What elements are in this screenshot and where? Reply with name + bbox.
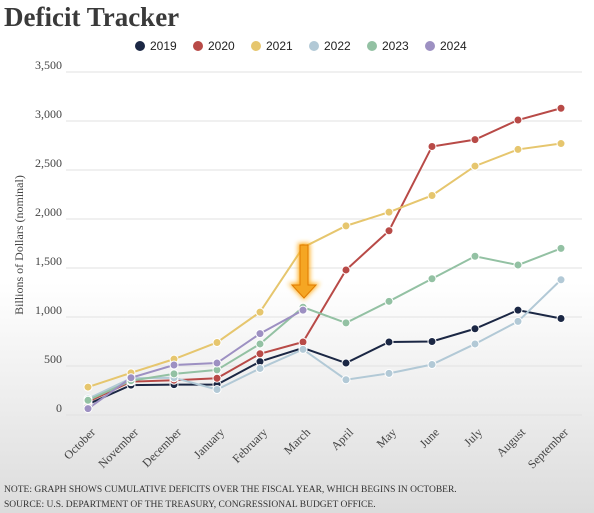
- data-point: [427, 141, 437, 151]
- series-line: [87, 107, 562, 403]
- data-point: [169, 360, 179, 370]
- data-point: [384, 207, 394, 217]
- legend-label: 2021: [266, 39, 293, 53]
- series-line: [87, 247, 562, 402]
- series-line: [87, 309, 304, 410]
- data-point: [556, 313, 566, 323]
- data-point: [427, 360, 437, 370]
- y-tick-label: 2,500: [35, 156, 62, 170]
- data-point: [255, 307, 265, 317]
- data-point: [556, 103, 566, 113]
- legend-label: 2022: [324, 39, 351, 53]
- legend-label: 2023: [382, 39, 409, 53]
- data-point: [427, 337, 437, 346]
- source: SOURCE: U.S. DEPARTMENT OF THE TREASURY,…: [4, 500, 376, 510]
- data-point: [470, 339, 480, 349]
- legend-marker: [193, 41, 203, 51]
- data-point: [298, 337, 308, 347]
- data-point: [298, 305, 308, 315]
- y-tick-label: 2,000: [35, 205, 62, 219]
- data-point: [556, 139, 566, 149]
- data-point: [341, 375, 351, 385]
- data-point: [83, 404, 93, 414]
- data-point: [384, 296, 394, 306]
- data-point: [83, 382, 93, 392]
- series-line: [87, 279, 562, 400]
- series-line: [87, 142, 562, 389]
- data-point: [470, 324, 480, 334]
- y-tick-label: 1,000: [35, 303, 62, 317]
- data-point: [255, 329, 265, 339]
- legend-marker: [425, 41, 435, 51]
- data-point: [513, 305, 523, 315]
- arrow: [290, 244, 318, 299]
- data-point: [341, 221, 351, 231]
- legend-marker: [367, 41, 377, 51]
- data-point: [341, 318, 351, 328]
- data-point: [470, 135, 480, 145]
- data-point: [83, 395, 93, 405]
- data-point: [298, 344, 308, 354]
- data-point: [384, 226, 394, 236]
- data-point: [513, 260, 523, 270]
- data-point: [255, 363, 265, 373]
- chart-title: Deficit Tracker: [4, 2, 179, 32]
- y-tick-label: 1,500: [35, 254, 62, 268]
- y-axis-label: Billions of Dollars (nominal): [12, 175, 26, 315]
- legend-marker: [309, 41, 319, 51]
- note: NOTE: GRAPH SHOWS CUMULATIVE DEFICITS OV…: [4, 485, 457, 495]
- highlight-arrow: [288, 243, 320, 300]
- data-point: [255, 339, 265, 349]
- data-point: [212, 358, 222, 368]
- data-point: [513, 316, 523, 326]
- data-point: [384, 368, 394, 378]
- data-point: [427, 190, 437, 200]
- data-point: [556, 275, 566, 285]
- y-tick-label: 500: [44, 352, 62, 366]
- y-tick-label: 3,500: [35, 58, 62, 72]
- data-point: [513, 115, 523, 125]
- data-point: [212, 337, 222, 347]
- data-point: [126, 373, 136, 383]
- data-point: [384, 337, 394, 347]
- data-point: [427, 274, 437, 284]
- data-point: [255, 349, 265, 359]
- data-point: [212, 385, 222, 395]
- data-point: [470, 251, 480, 261]
- data-point: [341, 265, 351, 275]
- y-tick-label: 3,000: [35, 107, 62, 121]
- data-point: [513, 144, 523, 154]
- series-line: [87, 309, 562, 406]
- data-point: [169, 369, 179, 379]
- data-point: [470, 161, 480, 171]
- data-point: [341, 358, 351, 368]
- legend-label: 2020: [208, 39, 235, 53]
- legend-label: 2019: [150, 39, 177, 53]
- data-point: [556, 243, 566, 253]
- legend-label: 2024: [440, 39, 467, 53]
- legend-marker: [251, 41, 261, 51]
- data-point: [212, 373, 222, 383]
- y-tick-label: 0: [56, 401, 62, 415]
- legend-marker: [135, 41, 145, 51]
